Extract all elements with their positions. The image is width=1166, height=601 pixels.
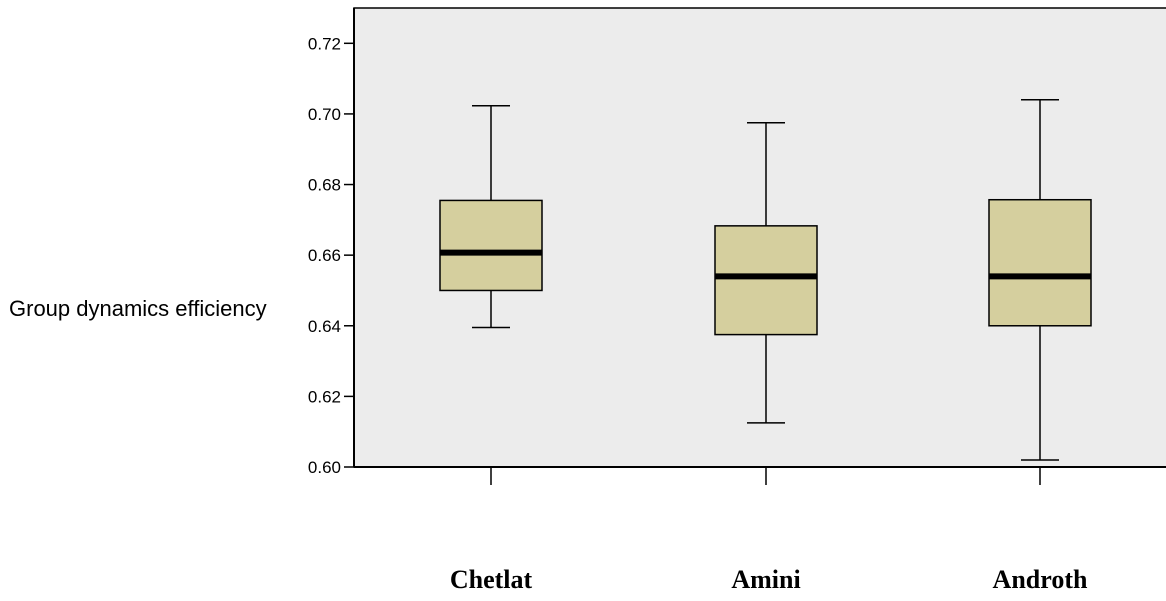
y-tick-label: 0.62 <box>308 387 341 406</box>
x-category-label: Chetlat <box>450 565 533 594</box>
x-category-label: Amini <box>731 565 800 594</box>
box-amini <box>714 122 818 424</box>
y-tick-label: 0.64 <box>308 317 341 336</box>
y-axis-title: Group dynamics efficiency <box>9 296 267 321</box>
box-androth <box>988 99 1092 461</box>
y-ticks-group: 0.60 0.62 0.64 0.66 0.68 0.70 0.72 <box>308 34 354 477</box>
iqr-box <box>988 198 1092 327</box>
y-tick-label: 0.70 <box>308 105 341 124</box>
x-ticks-group: Chetlat Amini Androth <box>450 467 1088 594</box>
x-category-label: Androth <box>993 565 1088 594</box>
y-tick-label: 0.68 <box>308 176 341 195</box>
y-tick-label: 0.60 <box>308 458 341 477</box>
y-tick-label: 0.72 <box>308 34 341 53</box>
iqr-box <box>714 225 818 336</box>
boxes-group <box>439 99 1092 461</box>
y-tick-label: 0.66 <box>308 246 341 265</box>
iqr-box <box>439 199 543 292</box>
box-chetlat <box>439 105 543 329</box>
